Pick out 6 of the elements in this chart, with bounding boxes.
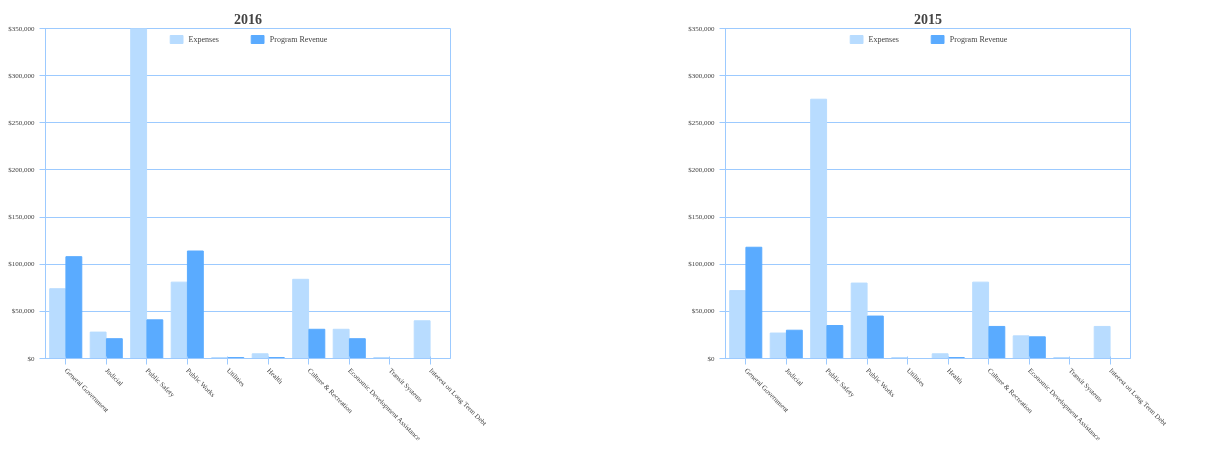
legend-label: Program Revenue	[269, 34, 328, 44]
legend-label: Program Revenue	[949, 34, 1008, 44]
chart-title: 2016	[234, 11, 262, 27]
legend-label: Expenses	[868, 34, 899, 44]
chart-title: 2015	[914, 11, 942, 27]
legend-label: Expenses	[188, 34, 219, 44]
